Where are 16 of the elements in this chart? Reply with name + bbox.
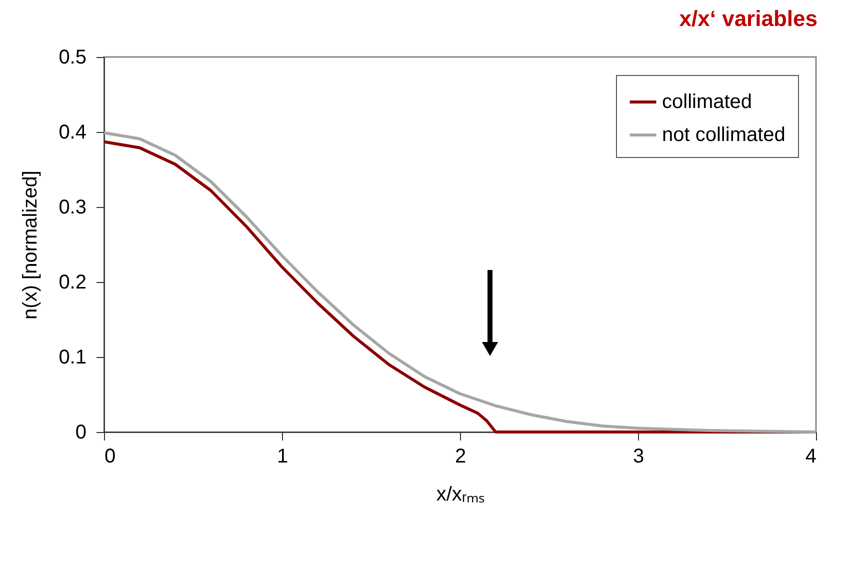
x-tick-label: 3 <box>632 446 644 468</box>
legend-label: not collimated <box>662 124 786 146</box>
x-tick-label: 4 <box>805 446 816 468</box>
x-tick-label: 0 <box>104 446 116 468</box>
y-tick-label: 0.4 <box>58 122 86 144</box>
y-tick-label: 0.2 <box>58 272 86 294</box>
x-axis-title: x/xᵣₘₛ <box>436 484 485 506</box>
y-axis-title: n(x) [normalized] <box>20 170 42 320</box>
y-tick-label: 0 <box>75 422 86 444</box>
legend-label: collimated <box>662 91 752 113</box>
y-tick-label: 0.5 <box>58 46 86 68</box>
y-tick-label: 0.3 <box>58 196 86 218</box>
y-tick-label: 0.1 <box>58 346 86 368</box>
x-tick-label: 2 <box>454 446 466 468</box>
x-tick-label: 1 <box>276 446 288 468</box>
chart-title: x/x‘ variables <box>679 6 818 31</box>
